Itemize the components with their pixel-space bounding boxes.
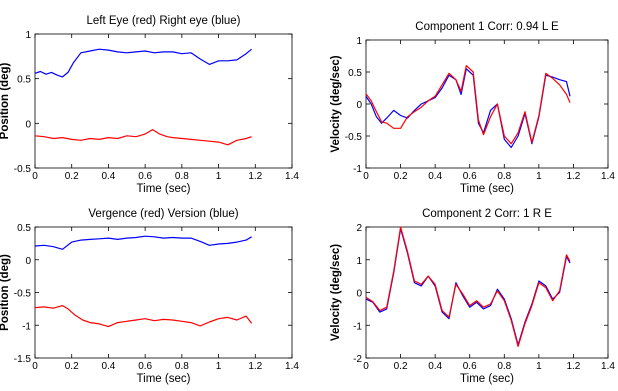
- c1-y-axis-label: Position (deg): [0, 63, 11, 140]
- c2-x-axis-label: Time (sec): [460, 183, 514, 195]
- c4-title: Component 2 Corr: 1 R E: [422, 208, 552, 220]
- c3-x-tick-label: 1.4: [285, 361, 299, 372]
- c4-series-red-line: [365, 226, 571, 348]
- c1-x-tick-label: 0.4: [101, 171, 115, 182]
- c4-x-tick-label: 0.6: [463, 361, 477, 372]
- c3-axes-frame: [34, 226, 293, 359]
- c2-y-tick-label: 0: [356, 100, 362, 111]
- c3-series-blue-line: [34, 235, 252, 250]
- c3-y-tick-label: 0.5: [17, 223, 31, 234]
- c1-series-red-line: [34, 129, 252, 146]
- c2-y-tick-label: 1: [356, 36, 362, 47]
- c4-y-axis-label: Velocity (deg/sec): [330, 244, 342, 341]
- c3-x-tick-label: 0.8: [175, 361, 189, 372]
- c4-x-tick-label: 1: [536, 361, 542, 372]
- c3-title: Vergence (red) Version (blue): [88, 208, 238, 220]
- c2-y-tick-label: 0.5: [348, 68, 362, 79]
- c4-x-tick-label: 0.4: [428, 361, 442, 372]
- chart-vergence-version-position: 0 0.2 0.4 0.6 0.8 1 1.2 1.4 -1.5 -1 -0.5 0 0.5 Vergen…: [0, 208, 299, 385]
- c4-axes-frame: [365, 226, 609, 359]
- c1-title: Left Eye (red) Right eye (blue): [86, 15, 240, 27]
- c3-y-axis-label: Position (deg): [0, 254, 11, 331]
- c1-x-tick-label: 0.8: [175, 171, 189, 182]
- c3-y-tick-label: -0.5: [14, 289, 32, 300]
- c4-y-tick-label: -2: [353, 354, 362, 365]
- c1-x-tick-label: 1.2: [248, 171, 262, 182]
- c4-y-tick-label: 1: [356, 256, 362, 267]
- c1-x-tick-label: 1.4: [285, 171, 299, 182]
- c2-y-axis-label: Velocity (deg/sec): [330, 55, 342, 152]
- c3-x-tick-label: 0: [32, 361, 38, 372]
- c2-x-tick-label: 0.8: [497, 171, 511, 182]
- c3-x-tick-label: 0.6: [138, 361, 152, 372]
- c4-x-tick-label: 1.2: [566, 361, 580, 372]
- c2-y-tick-label: -0.5: [345, 132, 363, 143]
- c2-x-tick-label: 1.2: [566, 171, 580, 182]
- c4-y-tick-label: 0: [356, 289, 362, 300]
- c2-x-tick-label: 0.4: [428, 171, 442, 182]
- c2-x-tick-label: 1: [536, 171, 542, 182]
- c2-series-red-line: [365, 64, 571, 145]
- c3-x-axis-label: Time (sec): [137, 373, 191, 385]
- c4-x-tick-label: 1.4: [601, 361, 615, 372]
- c2-y-tick-label: -1: [353, 164, 362, 175]
- c1-x-tick-label: 0: [32, 171, 38, 182]
- chart-component-2-velocity: 0 0.2 0.4 0.6 0.8 1 1.2 1.4 -2 -1 0 1 2 Component 2 C…: [330, 208, 615, 385]
- chart-component-1-velocity: 0 0.2 0.4 0.6 0.8 1 1.2 1.4 -1 -0.5 0 0.5 1 Component…: [330, 21, 615, 195]
- c3-x-tick-label: 1.2: [248, 361, 262, 372]
- c3-y-tick-label: 0: [25, 256, 31, 267]
- c1-axes-frame: [34, 33, 293, 169]
- c1-series-blue-line: [34, 48, 252, 78]
- c2-x-tick-label: 0: [363, 171, 369, 182]
- c4-x-tick-label: 0.8: [497, 361, 511, 372]
- c2-x-tick-label: 0.6: [463, 171, 477, 182]
- c2-x-tick-label: 1.4: [601, 171, 615, 182]
- c4-y-tick-label: -1: [353, 321, 362, 332]
- c1-x-tick-label: 1: [216, 171, 222, 182]
- c3-x-tick-label: 0.2: [65, 361, 79, 372]
- c4-series-blue-line: [365, 228, 571, 346]
- c4-y-tick-label: 2: [356, 223, 362, 234]
- c1-x-tick-label: 0.6: [138, 171, 152, 182]
- c2-axes-frame: [365, 39, 609, 169]
- c1-y-tick-label: -0.5: [14, 164, 32, 175]
- c3-x-tick-label: 0.4: [101, 361, 115, 372]
- c1-x-tick-label: 0.2: [65, 171, 79, 182]
- c4-x-tick-label: 0: [363, 361, 369, 372]
- c2-x-tick-label: 0.2: [394, 171, 408, 182]
- c1-y-tick-label: 0: [25, 119, 31, 130]
- c2-series-blue-line: [365, 68, 571, 149]
- c3-y-tick-label: -1: [22, 321, 31, 332]
- c4-x-axis-label: Time (sec): [460, 373, 514, 385]
- c1-x-axis-label: Time (sec): [137, 183, 191, 195]
- c3-y-tick-label: -1.5: [14, 354, 32, 365]
- c1-y-tick-label: 0.5: [17, 75, 31, 86]
- c1-y-tick-label: 1: [25, 30, 31, 41]
- c2-title: Component 1 Corr: 0.94 L E: [415, 21, 559, 33]
- c3-x-tick-label: 1: [216, 361, 222, 372]
- c3-series-red-line: [34, 305, 253, 328]
- c4-x-tick-label: 0.2: [394, 361, 408, 372]
